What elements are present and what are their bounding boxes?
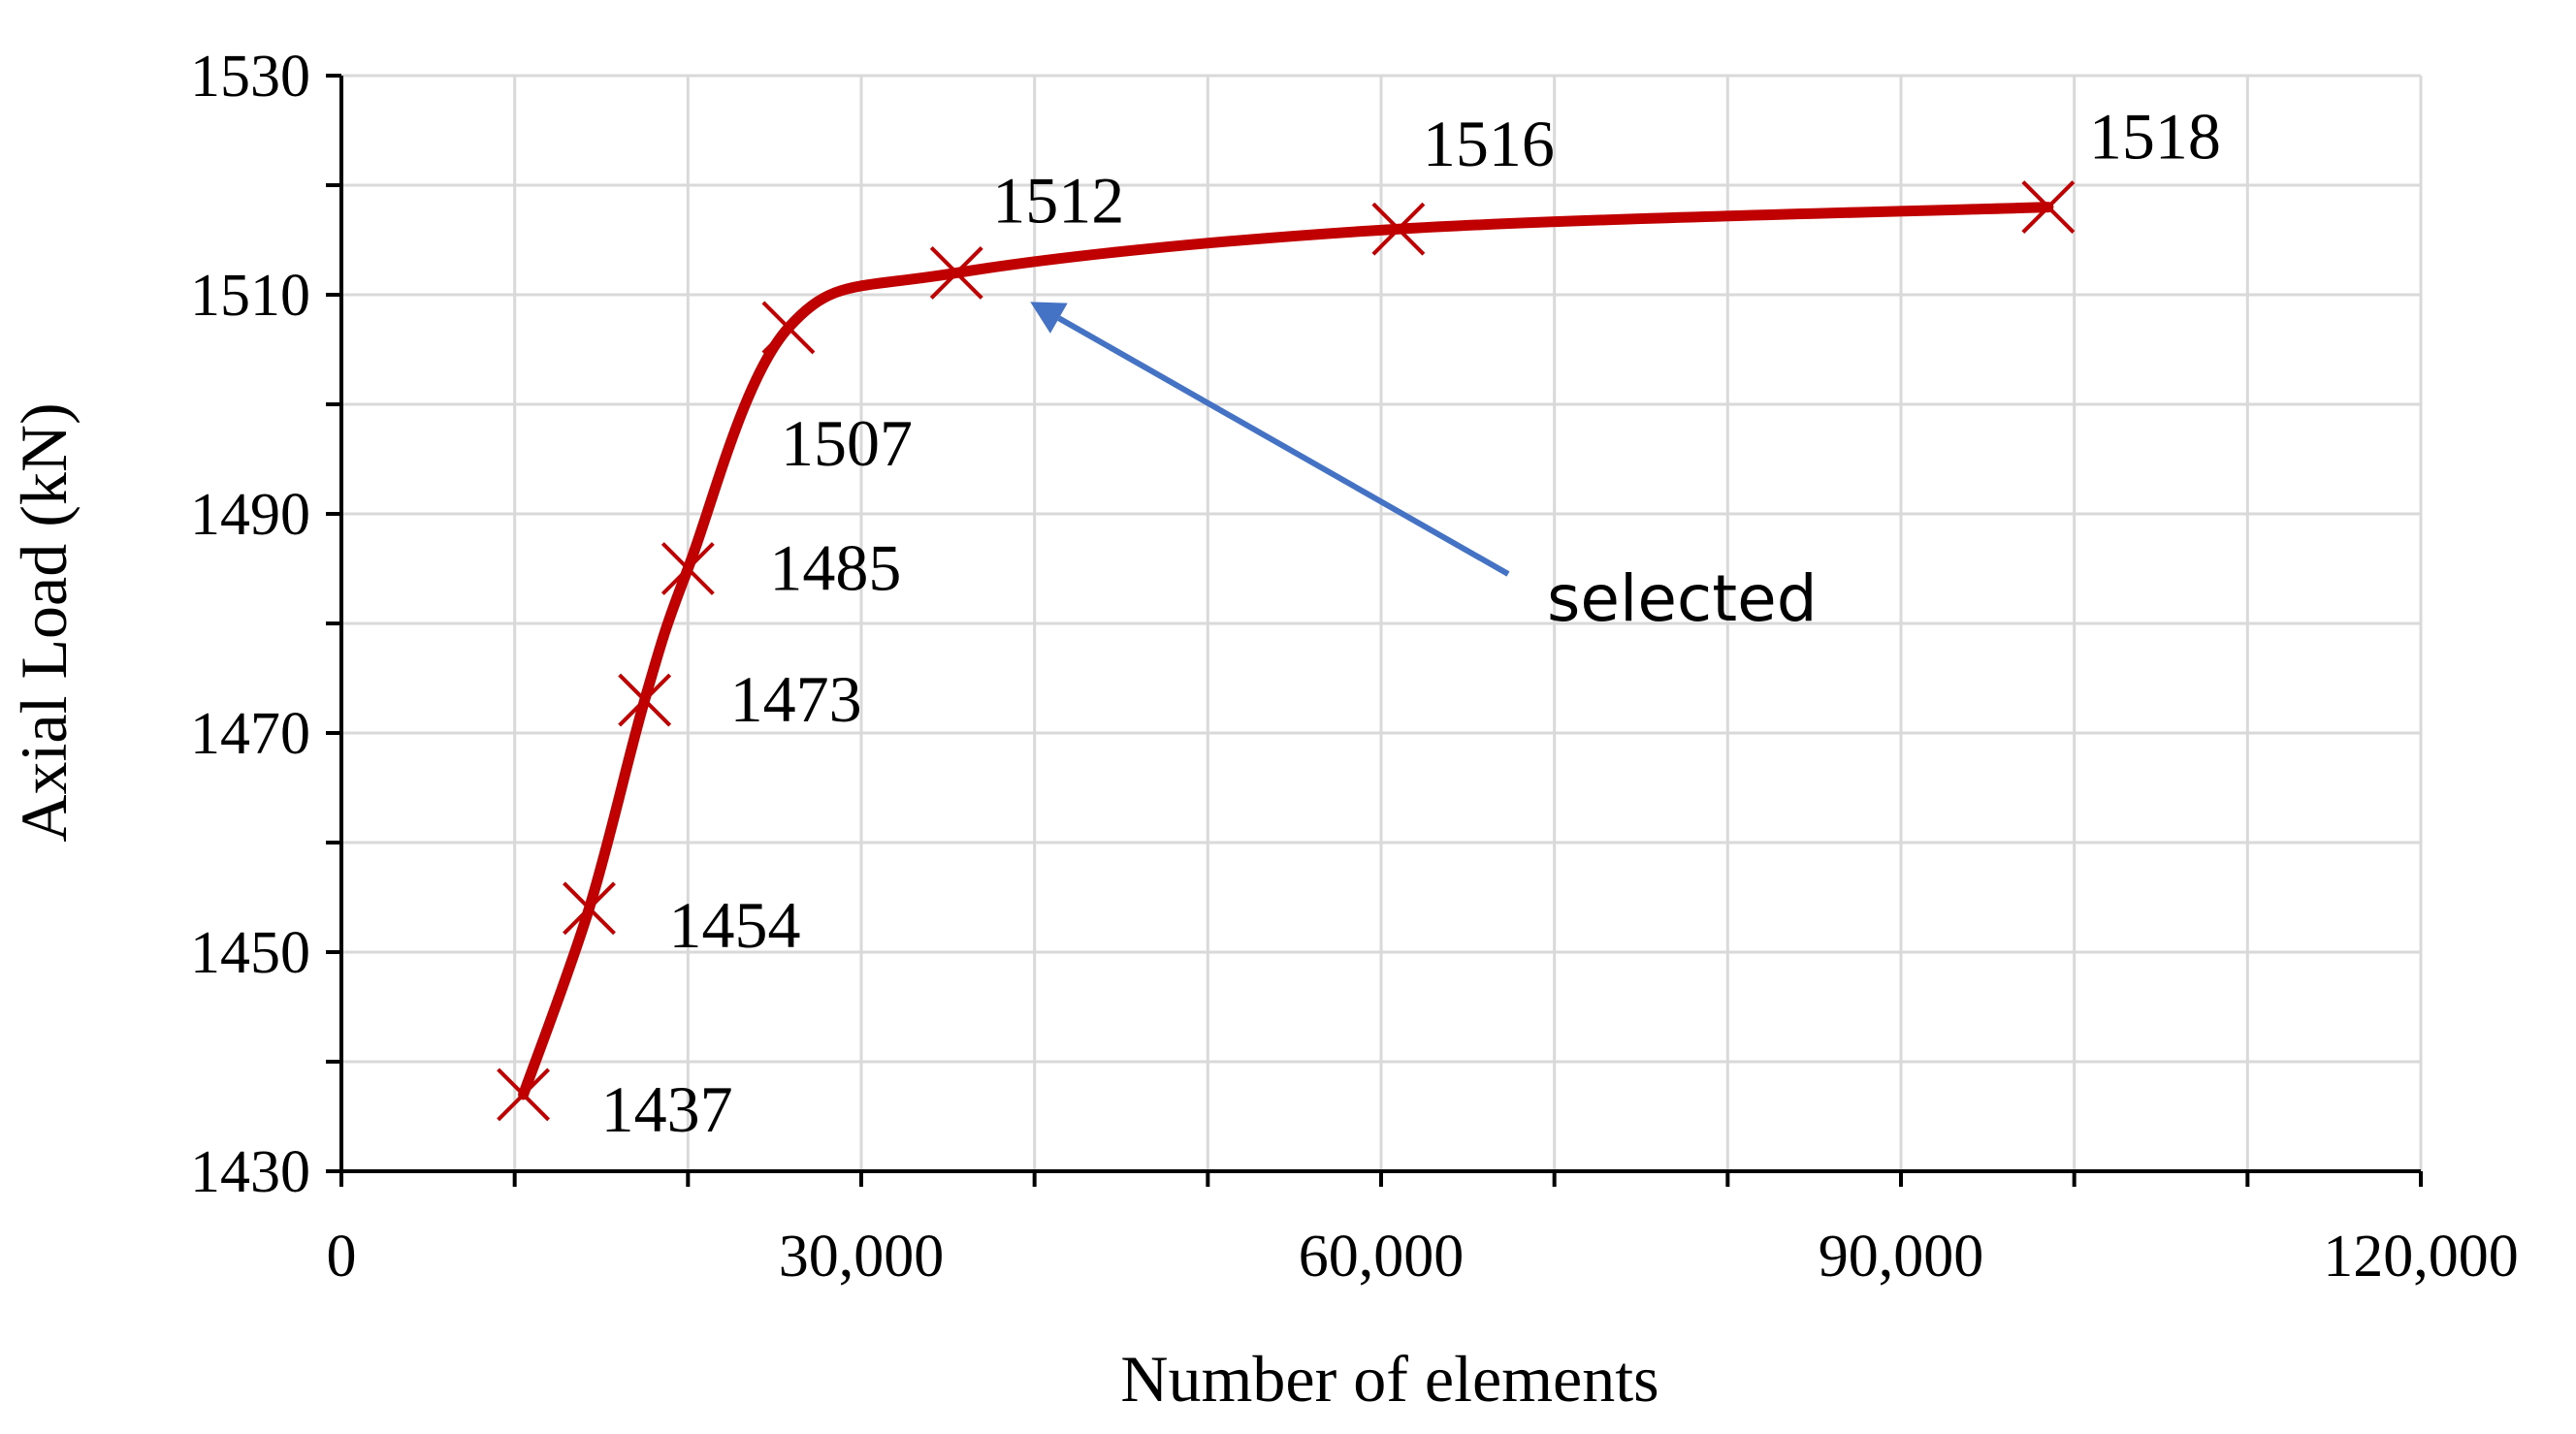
data-label: 1512 xyxy=(992,163,1124,237)
marker-stroke xyxy=(1371,202,1426,256)
marker-stroke xyxy=(660,542,715,595)
data-point-marker xyxy=(618,673,672,727)
x-tick-label: 0 xyxy=(327,1224,357,1290)
gridlines xyxy=(341,74,2423,1171)
y-tick-label: 1510 xyxy=(190,263,310,329)
annotation-text: selected xyxy=(1547,561,1818,636)
data-point-marker xyxy=(660,542,715,595)
data-label: 1518 xyxy=(2089,100,2221,174)
y-tick-label: 1470 xyxy=(190,701,310,767)
marker-stroke xyxy=(2021,180,2076,235)
annotation-arrowhead xyxy=(1030,302,1068,334)
data-point-marker xyxy=(497,1068,551,1122)
y-tick-label: 1530 xyxy=(190,44,310,110)
x-tick-label: 30,000 xyxy=(779,1224,945,1290)
x-tick-label: 60,000 xyxy=(1299,1224,1465,1290)
y-axis-title: Axial Load (kN) xyxy=(7,402,80,842)
annotation-arrow-line xyxy=(1057,315,1510,577)
data-labels: 1437 1454 1473 1485 1507 1512 1516 1518 xyxy=(601,100,2221,1146)
series-group xyxy=(497,180,2076,1122)
marker-stroke xyxy=(563,881,616,936)
data-point-marker xyxy=(2021,180,2076,235)
data-point-marker xyxy=(563,881,616,936)
x-axis-title: Number of elements xyxy=(1120,1342,1658,1416)
data-point-marker xyxy=(761,301,816,355)
x-tick-label: 90,000 xyxy=(1819,1224,1984,1290)
data-label: 1454 xyxy=(668,888,800,962)
data-label: 1473 xyxy=(730,662,862,736)
annotation: selected xyxy=(1030,302,1818,636)
y-tick-label: 1490 xyxy=(190,482,310,548)
marker-stroke xyxy=(761,301,816,355)
marker-stroke xyxy=(497,1068,551,1122)
data-point-marker xyxy=(929,245,983,300)
data-label: 1485 xyxy=(769,531,901,605)
data-label: 1516 xyxy=(1423,107,1555,180)
x-tick-label: 120,000 xyxy=(2323,1224,2519,1290)
y-tick-label: 1430 xyxy=(190,1139,310,1205)
marker-stroke xyxy=(929,245,983,300)
data-point-marker xyxy=(1371,202,1426,256)
axes: 1430 1450 1470 1490 1510 1530 0 30,000 60,000 90,… xyxy=(190,44,2519,1290)
data-label: 1437 xyxy=(601,1072,733,1146)
data-label: 1507 xyxy=(781,406,913,480)
marker-stroke xyxy=(618,673,672,727)
y-tick-label: 1450 xyxy=(190,920,310,986)
